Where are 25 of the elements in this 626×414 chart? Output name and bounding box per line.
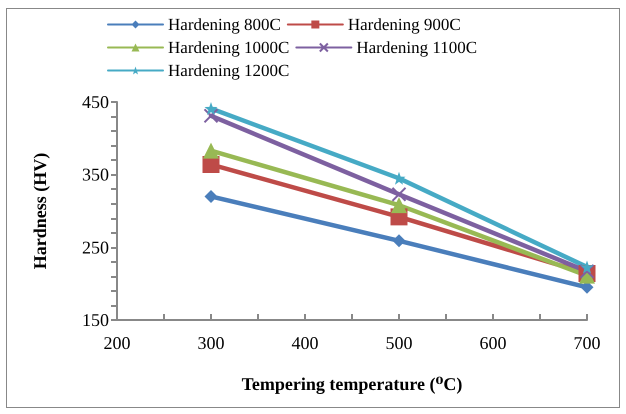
point bbox=[204, 102, 218, 116]
point bbox=[203, 142, 219, 159]
x-axis-title: Tempering temperature (⁰C) bbox=[242, 374, 462, 394]
y-axis-title: Hardness (HV) bbox=[30, 152, 50, 270]
legend-label: Hardening 1000C bbox=[168, 38, 290, 57]
x-tick-label: 400 bbox=[292, 333, 318, 353]
legend-label: Hardening 1200C bbox=[168, 61, 290, 80]
point bbox=[580, 264, 594, 279]
point bbox=[392, 186, 406, 202]
x-tick-label: 200 bbox=[104, 333, 130, 353]
legend-label: Hardening 800C bbox=[168, 15, 281, 34]
x-tick-label: 300 bbox=[198, 333, 224, 353]
x-tick-label: 500 bbox=[386, 333, 412, 353]
point bbox=[392, 234, 406, 248]
legend-label: Hardening 1100C bbox=[356, 38, 478, 57]
x-tick-label: 600 bbox=[480, 333, 506, 353]
point bbox=[391, 197, 407, 214]
y-tick-label: 350 bbox=[82, 164, 109, 185]
y-tick-label: 150 bbox=[82, 310, 109, 330]
point bbox=[204, 108, 218, 124]
point bbox=[204, 190, 218, 203]
y-tick-label: 250 bbox=[82, 237, 109, 258]
x-tick-label: 700 bbox=[574, 333, 600, 353]
y-tick-label: 450 bbox=[82, 92, 109, 112]
legend-label: Hardening 900C bbox=[348, 15, 461, 34]
